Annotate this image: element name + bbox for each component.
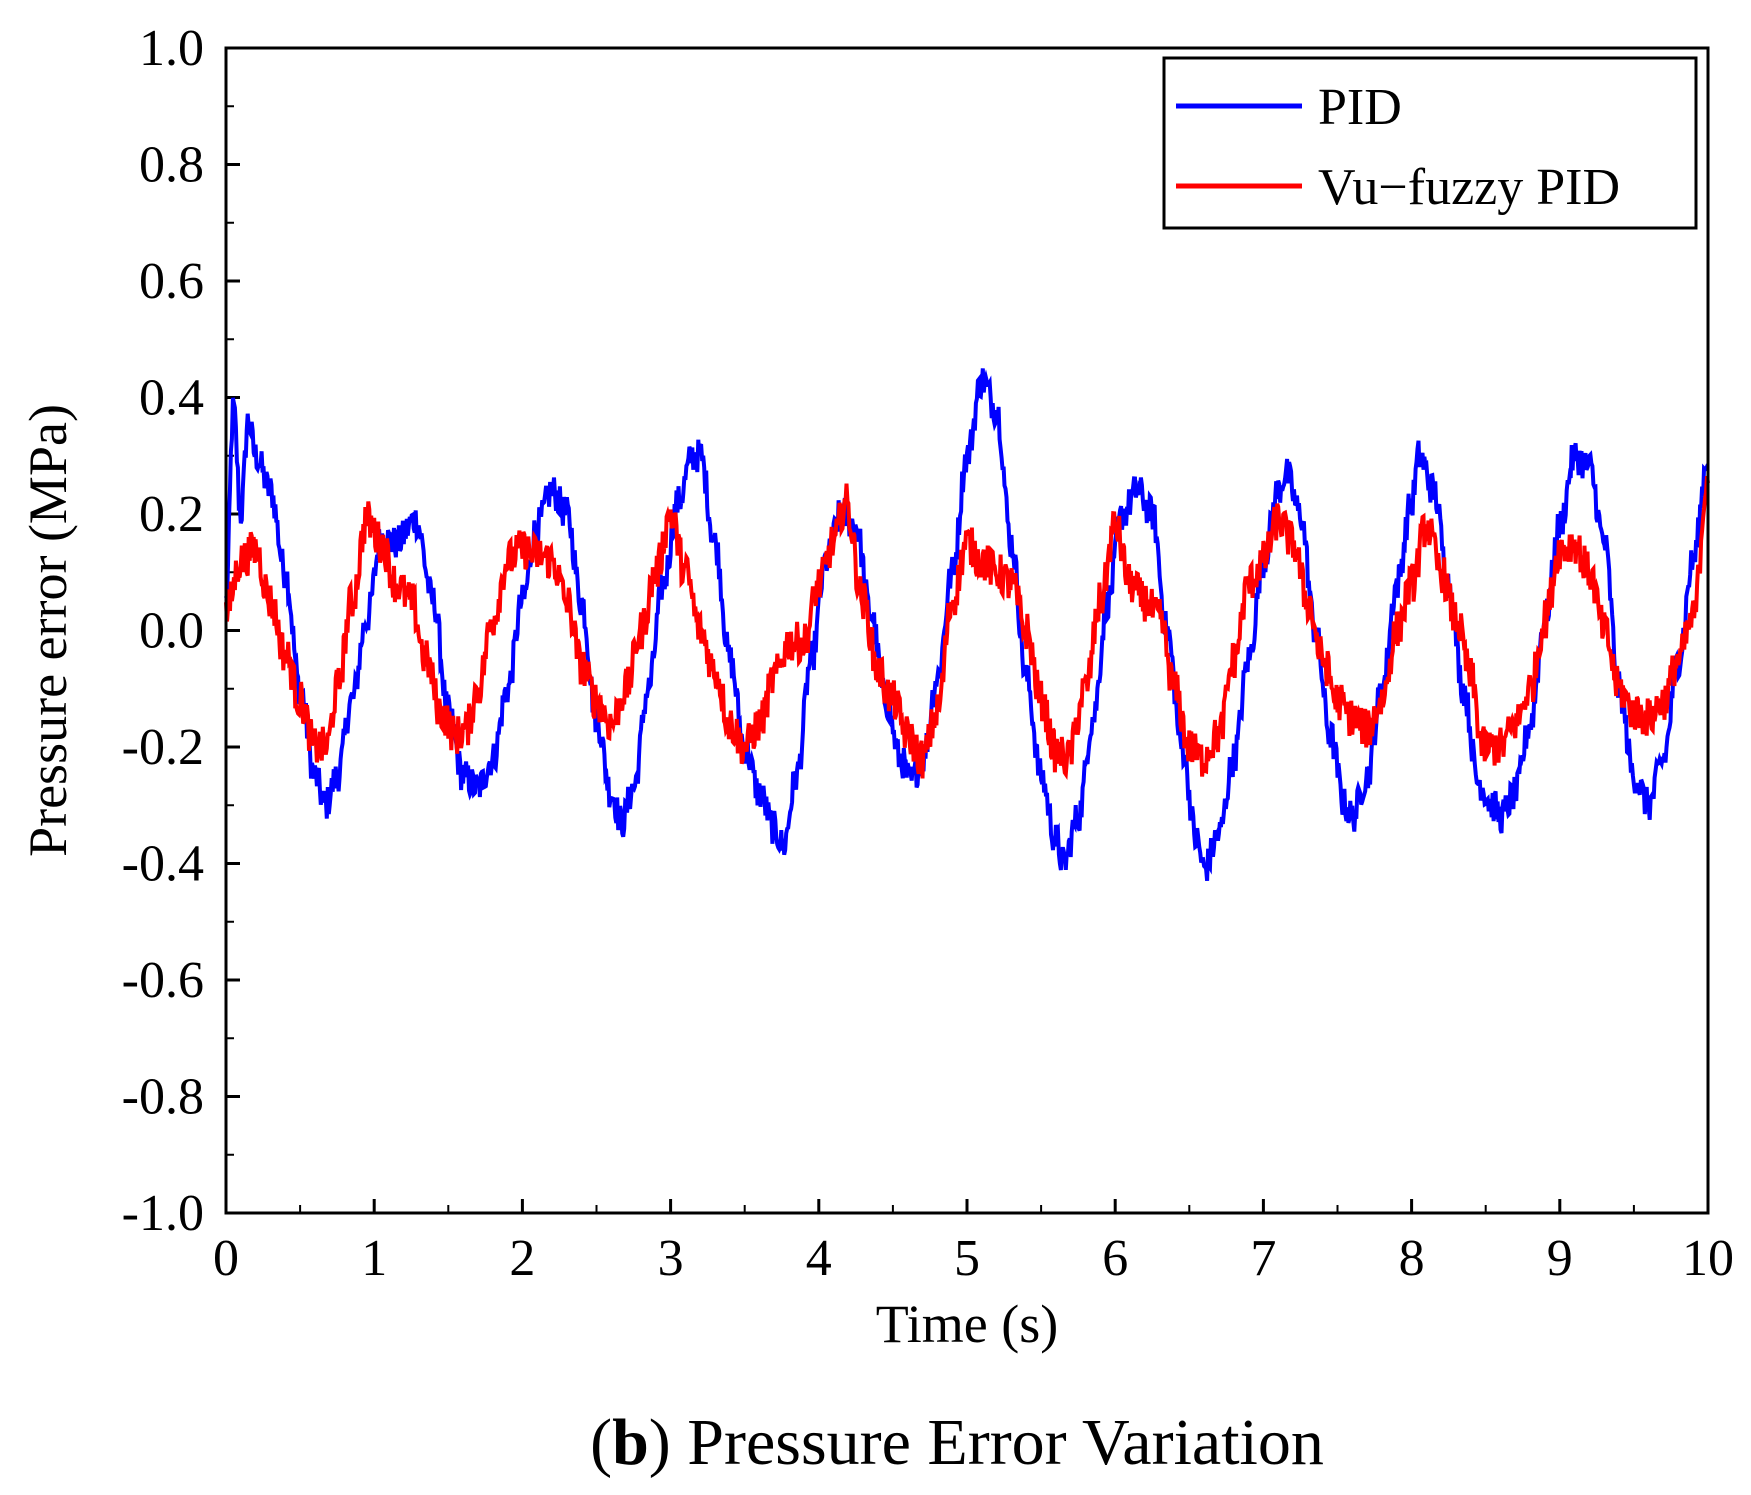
y-tick-label: -0.4 bbox=[122, 836, 204, 893]
caption-letter: b bbox=[612, 1406, 649, 1479]
y-tick-label: -0.6 bbox=[122, 952, 204, 1009]
caption-title: ) Pressure Error Variation bbox=[649, 1406, 1324, 1479]
y-tick-label: -0.2 bbox=[122, 719, 204, 776]
plot-area bbox=[224, 368, 1710, 881]
x-tick-label: 5 bbox=[954, 1230, 980, 1287]
y-tick-label: 1.0 bbox=[139, 20, 204, 77]
x-tick-label: 9 bbox=[1547, 1230, 1573, 1287]
x-tick-label: 10 bbox=[1682, 1230, 1734, 1287]
y-tick-label: -0.8 bbox=[122, 1069, 204, 1126]
x-tick-label: 2 bbox=[509, 1230, 535, 1287]
caption-open-paren: ( bbox=[590, 1406, 612, 1479]
y-tick-label: 0.2 bbox=[139, 486, 204, 543]
y-tick-label: -1.0 bbox=[122, 1185, 204, 1242]
x-tick-label: 6 bbox=[1102, 1230, 1128, 1287]
plot-frame bbox=[224, 46, 1710, 1215]
x-tick-label: 8 bbox=[1399, 1230, 1425, 1287]
x-tick-label: 3 bbox=[658, 1230, 684, 1287]
y-axis-label: Pressure error (MPa) bbox=[18, 404, 78, 857]
figure-caption: (b) Pressure Error Variation bbox=[590, 1406, 1324, 1479]
series-line-pid bbox=[224, 368, 1710, 881]
legend-label-pid: PID bbox=[1318, 79, 1402, 136]
series-line-vu-fuzzy-pid bbox=[224, 475, 1710, 781]
x-axis-label: Time (s) bbox=[876, 1294, 1059, 1354]
legend-label-vu-fuzzy-pid: Vu−fuzzy PID bbox=[1318, 159, 1620, 216]
legend-box bbox=[1162, 56, 1698, 230]
y-tick-label: 0.6 bbox=[139, 253, 204, 310]
axes-ticks-layer: 0 1 2 3 4 5 6 7 8 9 10 1.0 0.8 0.6 0.4 0.2 0.0 -0.2 -0.4 -0… bbox=[122, 20, 1734, 1287]
legend: PID Vu−fuzzy PID bbox=[1162, 56, 1698, 230]
y-tick-label: 0.8 bbox=[139, 137, 204, 194]
y-tick-label: 0.0 bbox=[139, 603, 204, 660]
x-tick-label: 4 bbox=[806, 1230, 832, 1287]
y-tick-label: 0.4 bbox=[139, 370, 204, 427]
x-tick-label: 7 bbox=[1250, 1230, 1276, 1287]
x-tick-label: 1 bbox=[361, 1230, 387, 1287]
x-tick-label: 0 bbox=[213, 1230, 239, 1287]
